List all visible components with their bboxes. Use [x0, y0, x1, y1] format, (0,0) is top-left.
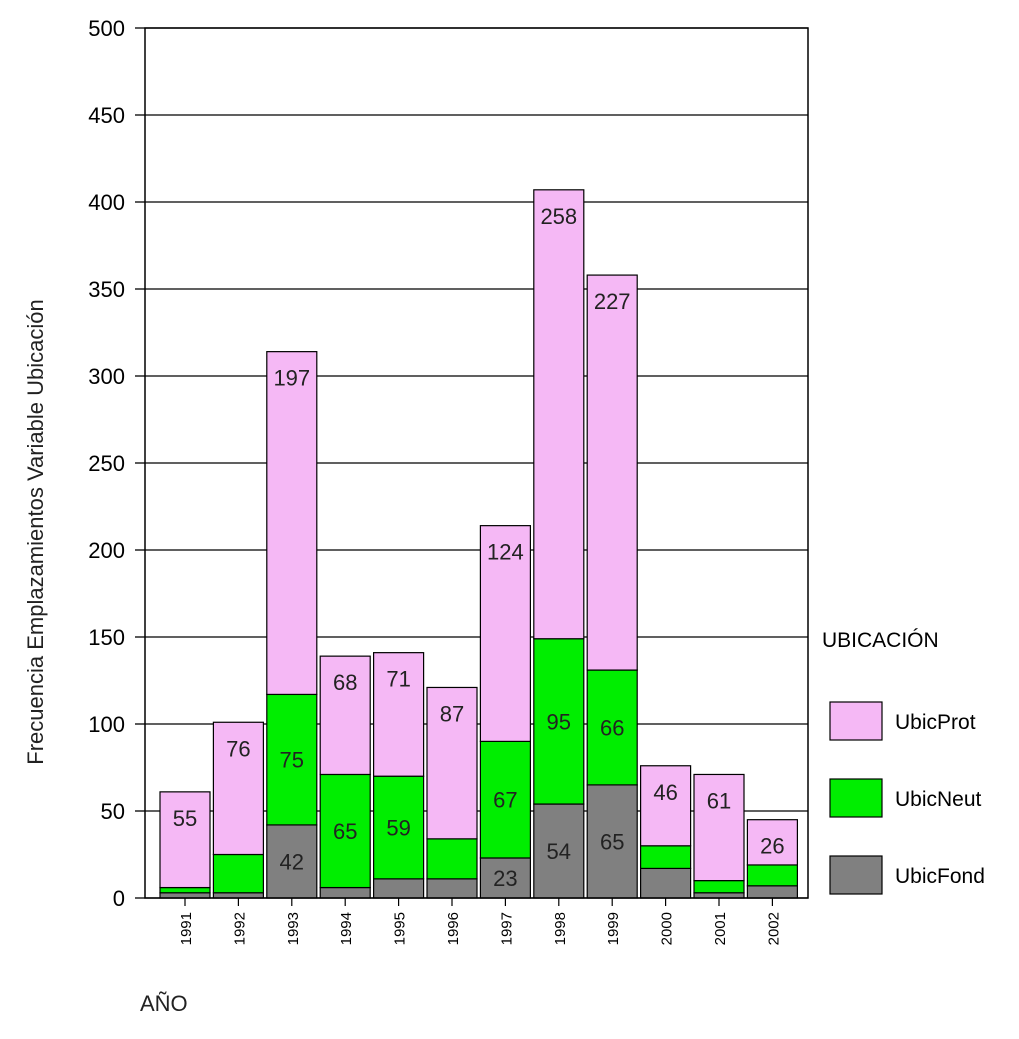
- x-tick-label: 1997: [498, 912, 515, 945]
- bar-ubicprot-1991: [159, 791, 211, 889]
- bar-ubicprot-1998: [533, 189, 585, 640]
- data-label-ubicneut-1999: 66: [600, 715, 624, 740]
- x-tick-label: 1991: [178, 912, 195, 945]
- bar-ubicprot-2000: [639, 765, 692, 847]
- legend-label-ubicprot: UbicProt: [895, 711, 976, 734]
- data-label-ubicprot-1993: 197: [273, 366, 310, 391]
- bar-ubicprot-1993: [266, 351, 318, 696]
- y-tick-label: 300: [88, 364, 125, 389]
- data-label-ubicfond-1993: 42: [280, 849, 304, 874]
- data-label-ubicneut-1998: 95: [547, 709, 571, 734]
- x-tick-label: 1996: [445, 912, 462, 945]
- bar-ubicfond-1994: [319, 886, 371, 899]
- bar-ubicneut-2002: [746, 864, 799, 887]
- y-axis-title: Frecuencia Emplazamientos Variable Ubica…: [23, 299, 48, 764]
- data-label-ubicprot-1999: 227: [594, 289, 631, 314]
- data-label-ubicneut-1995: 59: [386, 816, 410, 841]
- data-label-ubicprot-1996: 87: [440, 701, 464, 726]
- bar-ubicfond-2001: [693, 892, 745, 899]
- bar-ubicprot-1994: [319, 655, 371, 776]
- bar-ubicneut-1992: [212, 853, 264, 894]
- bar-ubicfond-1997: [479, 857, 531, 899]
- y-tick-label: 0: [113, 886, 125, 911]
- bar-ubicneut-1994: [319, 773, 371, 889]
- data-label-ubicprot-1995: 71: [386, 667, 410, 692]
- y-tick-label: 450: [88, 103, 125, 128]
- data-label-ubicneut-1997: 67: [493, 788, 517, 813]
- bar-ubicprot-1997: [479, 525, 531, 743]
- y-tick-label: 100: [88, 712, 125, 737]
- y-tick-label: 200: [88, 538, 125, 563]
- data-label-ubicneut-1994: 65: [333, 819, 357, 844]
- bar-ubicneut-1999: [586, 669, 638, 786]
- bar-ubicfond-1991: [159, 892, 211, 899]
- legend-swatch-ubicprot: [829, 701, 883, 741]
- legend-swatch-ubicfond: [829, 855, 883, 895]
- bar-ubicprot-1995: [373, 652, 425, 777]
- legend-label-ubicfond: UbicFond: [895, 865, 985, 888]
- data-label-ubicprot-1991: 55: [173, 806, 197, 831]
- y-axis-ticks: 0 50 100 150 200 250 300 350 400 450 500: [88, 16, 145, 911]
- x-tick-label: 2000: [659, 912, 676, 945]
- bar-ubicneut-2001: [693, 879, 745, 894]
- bar-ubicneut-1991: [159, 886, 211, 894]
- legend-label-ubicneut: UbicNeut: [895, 788, 982, 811]
- y-tick-label: 50: [101, 799, 125, 824]
- x-tick-label: 2001: [712, 912, 729, 945]
- data-labels: 55 76 42 75 197 65 68 59 71 87 23 67 124 54 95 258 65 66 2…: [173, 204, 785, 891]
- x-tick-label: 1998: [552, 912, 569, 945]
- x-tick-label: 1999: [605, 912, 622, 945]
- bar-ubicprot-1999: [586, 274, 638, 671]
- bar-ubicfond-1998: [533, 803, 585, 899]
- data-label-ubicprot-1992: 76: [226, 736, 250, 761]
- bar-ubicfond-1999: [586, 784, 638, 899]
- data-label-ubicprot-2002: 26: [760, 834, 784, 859]
- bars: [159, 189, 799, 899]
- legend-swatch-ubicneut: [829, 778, 883, 818]
- legend: UbicProt UbicNeut UbicFond: [829, 701, 985, 895]
- x-tick-label: 2002: [765, 912, 782, 945]
- bar-ubicfond-1995: [373, 878, 425, 899]
- x-axis-title: AÑO: [140, 991, 188, 1016]
- data-label-ubicprot-2001: 61: [707, 788, 731, 813]
- bar-ubicfond-1992: [212, 892, 264, 899]
- y-tick-label: 350: [88, 277, 125, 302]
- y-tick-label: 400: [88, 190, 125, 215]
- x-tick-label: 1993: [285, 912, 302, 945]
- x-tick-label: 1995: [392, 912, 409, 945]
- data-label-ubicfond-1998: 54: [547, 839, 571, 864]
- data-label-ubicprot-1997: 124: [487, 540, 524, 565]
- y-tick-label: 250: [88, 451, 125, 476]
- data-label-ubicprot-2000: 46: [653, 780, 677, 805]
- bar-ubicneut-1997: [479, 740, 531, 859]
- bar-ubicfond-2002: [746, 885, 799, 899]
- bar-ubicprot-1996: [426, 686, 478, 840]
- data-label-ubicneut-1993: 75: [280, 748, 304, 773]
- data-label-ubicprot-1994: 68: [333, 670, 357, 695]
- bar-ubicprot-2002: [746, 819, 799, 866]
- legend-title: UBICACIÓN: [822, 629, 939, 652]
- bar-ubicneut-1993: [266, 693, 318, 826]
- x-tick-label: 1992: [231, 912, 248, 945]
- bar-ubicneut-1996: [426, 838, 478, 880]
- y-tick-label: 500: [88, 16, 125, 41]
- x-axis-ticks: 1991 1992 1993 1994 1995 1996 1997 1998 1999 2000…: [178, 898, 782, 945]
- bar-ubicneut-2000: [639, 845, 692, 870]
- y-tick-label: 150: [88, 625, 125, 650]
- data-label-ubicprot-1998: 258: [540, 204, 577, 229]
- bar-ubicfond-1996: [426, 878, 478, 899]
- x-tick-label: 1994: [338, 912, 355, 945]
- bar-ubicfond-2000: [639, 867, 692, 899]
- data-label-ubicfond-1997: 23: [493, 866, 517, 891]
- bar-ubicfond-1993: [266, 824, 318, 899]
- bar-ubicprot-1992: [212, 721, 264, 856]
- data-label-ubicfond-1999: 65: [600, 829, 624, 854]
- bar-ubicprot-2001: [693, 773, 745, 882]
